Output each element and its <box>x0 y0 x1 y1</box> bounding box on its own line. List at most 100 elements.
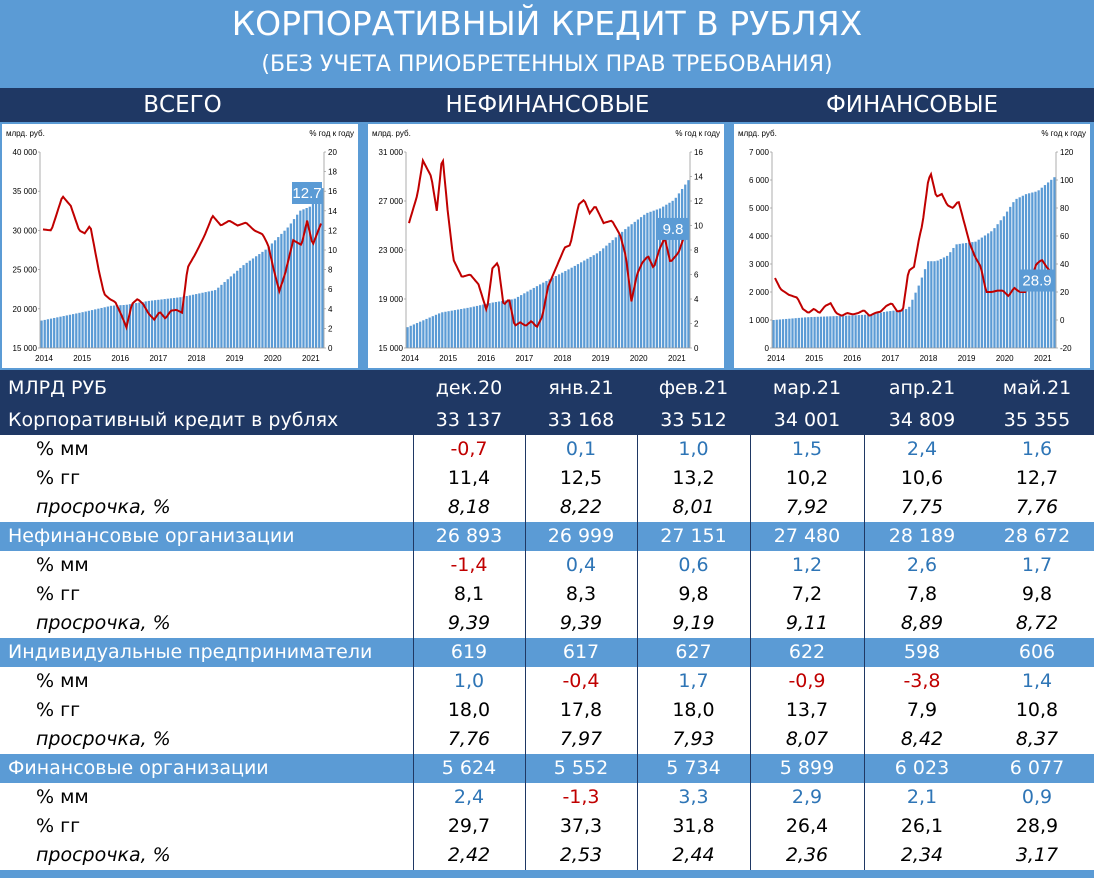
bar <box>870 314 873 348</box>
bar <box>904 309 908 348</box>
bar <box>128 304 132 348</box>
bar <box>223 282 226 348</box>
table-cell: 10,2 <box>785 467 829 489</box>
bar <box>314 198 318 348</box>
bar <box>775 319 778 348</box>
bar <box>993 228 996 348</box>
y-tick-label: 1 000 <box>749 316 770 325</box>
bar <box>1040 187 1043 348</box>
table-cell: 7,2 <box>791 583 823 605</box>
bar <box>860 314 864 348</box>
row-label: просрочка, % <box>36 496 171 518</box>
bar <box>662 206 665 348</box>
bar <box>185 296 188 348</box>
y2-tick-label: 4 <box>694 295 699 304</box>
bar <box>889 311 892 348</box>
bar <box>273 240 277 348</box>
table-cell: 2,6 <box>906 554 938 576</box>
bar <box>655 209 659 348</box>
bar <box>406 327 409 348</box>
bar <box>627 226 630 348</box>
bar <box>548 279 551 348</box>
table-cell: 8,42 <box>900 728 944 750</box>
bar <box>567 269 570 348</box>
row-label: % гг <box>36 467 81 489</box>
bar <box>589 256 592 348</box>
table-cell: 33 137 <box>435 409 503 431</box>
bar <box>220 284 223 348</box>
bar <box>201 292 204 348</box>
table-cell: 10,6 <box>900 467 944 489</box>
bar <box>800 317 804 348</box>
y-tick-label: 20 000 <box>13 305 38 314</box>
bar <box>81 312 84 348</box>
bar <box>851 315 854 348</box>
bar <box>996 224 999 348</box>
bar <box>797 317 800 348</box>
bar <box>968 242 971 348</box>
bar <box>258 254 261 348</box>
x-tick-label: 2018 <box>554 354 572 363</box>
bar <box>586 258 589 348</box>
bar <box>113 305 116 348</box>
table-cell: 5 899 <box>779 757 835 779</box>
column-header: дек.20 <box>435 377 503 399</box>
bar <box>677 193 681 348</box>
bar <box>198 293 201 348</box>
bar <box>901 309 905 348</box>
table-cell: 18,0 <box>672 699 715 721</box>
bar <box>1037 190 1040 348</box>
bar <box>974 241 977 348</box>
bar <box>649 211 652 348</box>
column-header: апр.21 <box>888 377 956 399</box>
bar <box>819 316 823 348</box>
bar <box>172 297 176 348</box>
table-cell: 37,3 <box>559 815 603 837</box>
bar <box>195 294 198 348</box>
bar <box>680 188 684 348</box>
yoy-line <box>774 171 1054 317</box>
y-tick-label: 0 <box>765 344 770 353</box>
bar <box>485 303 488 348</box>
y2-tick-label: 10 <box>694 222 703 231</box>
bar <box>886 311 889 348</box>
y2-tick-label: 0 <box>694 344 699 353</box>
bar <box>980 237 983 348</box>
bar <box>927 261 930 348</box>
bar <box>561 272 564 348</box>
y2-tick-label: 120 <box>1060 148 1074 157</box>
table-cell: 9,39 <box>447 612 491 634</box>
table-cell: 28 672 <box>1003 525 1071 547</box>
bar <box>119 305 122 348</box>
x-tick-label: 2020 <box>996 354 1014 363</box>
bar <box>501 300 504 348</box>
bar <box>150 300 154 348</box>
table-cell: 0,6 <box>678 554 709 576</box>
bar <box>1012 202 1015 348</box>
bar <box>532 287 535 348</box>
x-tick-label: 2014 <box>35 354 53 363</box>
bar <box>848 315 851 348</box>
table-cell: 8,37 <box>1015 728 1059 750</box>
table-cell: 5 624 <box>441 757 497 779</box>
left-axis-label: млрд. руб. <box>372 129 411 138</box>
bar <box>810 317 813 348</box>
table-cell: 31,8 <box>672 815 715 837</box>
table-cell: 8,72 <box>1015 612 1059 634</box>
bar <box>936 260 939 348</box>
bar <box>87 310 91 348</box>
x-tick-label: 2020 <box>264 354 282 363</box>
bar <box>251 258 255 348</box>
left-axis-label: млрд. руб. <box>6 129 45 138</box>
bar <box>983 235 987 348</box>
table-cell: 7,76 <box>1015 496 1059 518</box>
table-cell: 8,3 <box>565 583 597 605</box>
bar <box>463 308 466 348</box>
table-cell: 627 <box>675 641 712 663</box>
y-tick-label: 5 000 <box>749 204 770 213</box>
table-cell: 7,92 <box>785 496 829 518</box>
bar <box>68 314 72 348</box>
row-label: Финансовые организации <box>8 757 269 779</box>
y-tick-label: 4 000 <box>749 232 770 241</box>
